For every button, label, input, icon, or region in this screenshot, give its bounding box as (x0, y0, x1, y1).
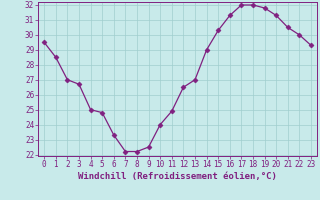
X-axis label: Windchill (Refroidissement éolien,°C): Windchill (Refroidissement éolien,°C) (78, 172, 277, 181)
